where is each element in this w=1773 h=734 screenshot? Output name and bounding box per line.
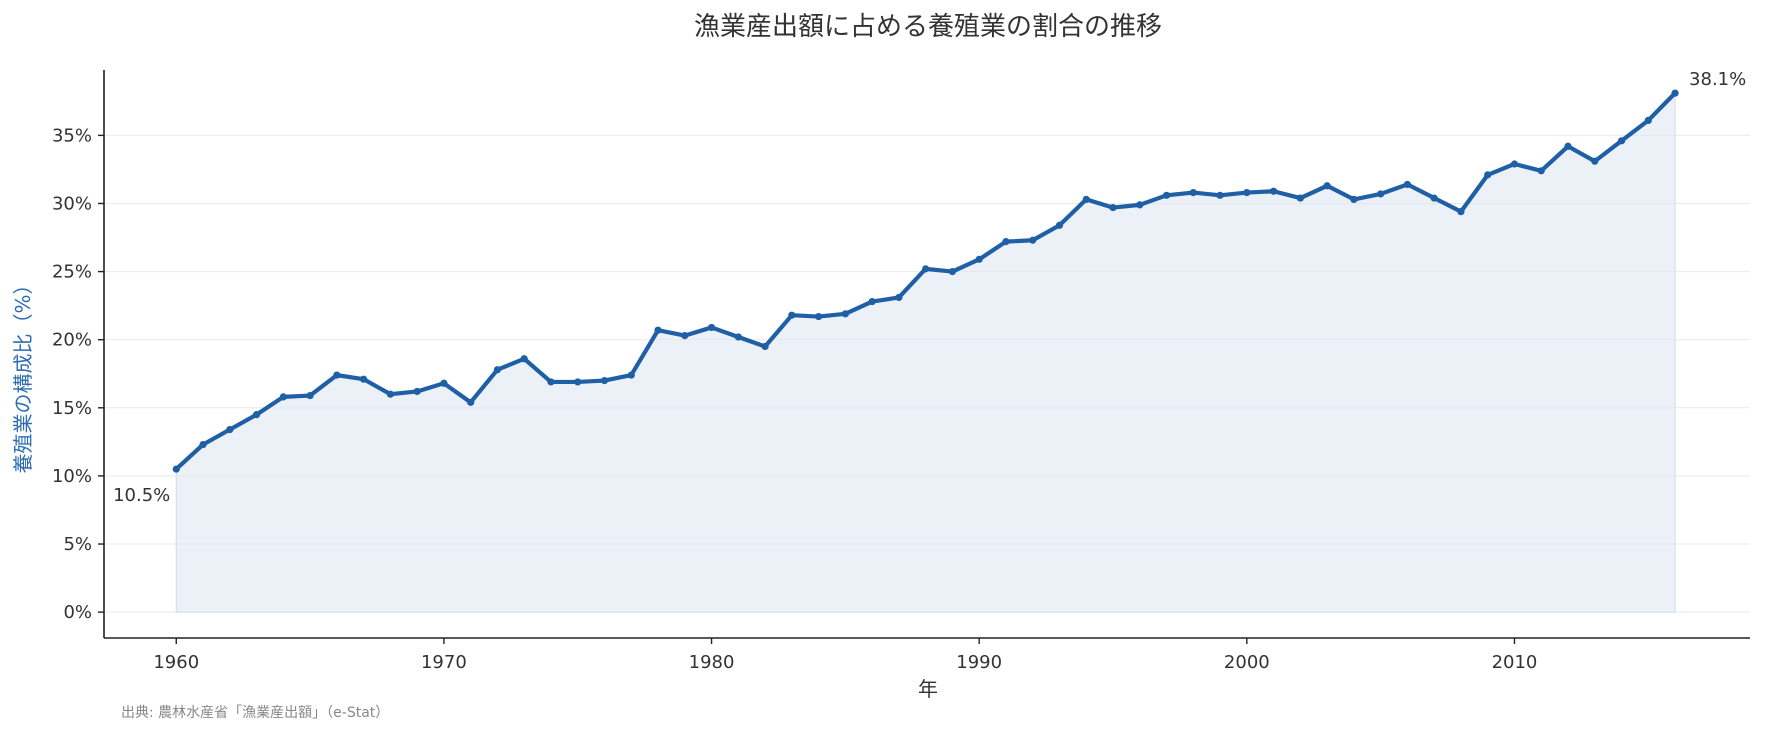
data-point [1564, 142, 1572, 150]
data-point [1136, 201, 1144, 209]
data-point [922, 265, 930, 273]
data-point [1162, 191, 1171, 199]
x-axis-label: 年 [918, 677, 938, 701]
data-point [1109, 203, 1117, 212]
data-point [1430, 194, 1438, 202]
data-point [815, 312, 823, 321]
data-point [868, 297, 876, 306]
data-point [788, 311, 796, 319]
data-point [493, 366, 502, 374]
data-point [252, 411, 261, 419]
data-point [1484, 171, 1492, 179]
data-point [1323, 182, 1331, 190]
data-point [895, 293, 903, 302]
data-point [386, 390, 394, 398]
data-point [1403, 180, 1412, 189]
x-tick-label: 1980 [689, 652, 735, 673]
data-point [948, 267, 957, 276]
y-tick-label: 10% [52, 466, 92, 487]
data-point [226, 425, 234, 434]
x-tick-label: 1970 [421, 652, 467, 673]
y-axis-label: 養殖業の構成比（%） [11, 274, 35, 473]
y-tick-labels: 0% 5% 10% 15% 20% 25% 30% 35% [52, 125, 104, 623]
last-value-label: 38.1% [1689, 69, 1746, 90]
data-point [627, 371, 635, 379]
data-point [574, 378, 582, 386]
data-point [1189, 188, 1197, 197]
data-point [1002, 238, 1010, 246]
y-tick-label: 25% [52, 262, 92, 283]
data-point [199, 440, 207, 449]
data-point [1082, 195, 1090, 204]
first-value-label: 10.5% [113, 485, 170, 506]
x-tick-labels: 1960 1970 1980 1990 2000 2010 [153, 638, 1537, 673]
x-tick-label: 1990 [956, 652, 1002, 673]
data-point [413, 387, 421, 396]
data-point [841, 310, 849, 318]
data-point [1671, 89, 1679, 97]
x-tick-label: 1960 [153, 652, 199, 673]
data-point [1591, 157, 1599, 165]
y-tick-label: 20% [52, 330, 92, 351]
data-point [1055, 221, 1064, 229]
data-point [707, 323, 716, 332]
data-point [279, 393, 287, 401]
data-point [520, 355, 528, 363]
data-point [333, 371, 341, 379]
y-tick-label: 35% [52, 125, 92, 146]
data-point [306, 391, 314, 400]
data-point [654, 326, 662, 334]
source-note: 出典: 農林水産省「漁業産出額」（e-Stat） [121, 705, 389, 721]
data-point [1350, 195, 1358, 204]
data-points [172, 89, 1679, 473]
y-tick-label: 5% [63, 534, 92, 555]
data-point [1377, 190, 1385, 198]
y-tick-label: 30% [52, 193, 92, 214]
data-point [1510, 160, 1519, 168]
data-point [440, 379, 448, 387]
area-fill [175, 91, 1676, 613]
data-point [734, 333, 742, 341]
y-tick-label: 15% [52, 398, 92, 419]
data-point [1216, 191, 1224, 199]
chart-title: 漁業産出額に占める養殖業の割合の推移 [694, 12, 1162, 42]
data-point [975, 255, 983, 263]
data-point [761, 342, 769, 351]
area-layer [175, 91, 1676, 613]
data-point [1644, 116, 1652, 124]
x-tick-label: 2000 [1224, 652, 1270, 673]
data-point [360, 375, 368, 383]
y-tick-label: 0% [63, 602, 92, 623]
x-tick-label: 2010 [1492, 652, 1538, 673]
data-point [1269, 187, 1278, 195]
data-point [1243, 188, 1251, 197]
data-point [600, 376, 609, 385]
data-point [1617, 137, 1626, 145]
data-point [1537, 167, 1545, 175]
data-point [467, 398, 475, 406]
data-point [172, 465, 180, 473]
data-point [681, 332, 689, 340]
data-point [1457, 208, 1465, 216]
data-point [1296, 194, 1304, 202]
data-point [547, 378, 555, 386]
data-point [1029, 236, 1037, 244]
